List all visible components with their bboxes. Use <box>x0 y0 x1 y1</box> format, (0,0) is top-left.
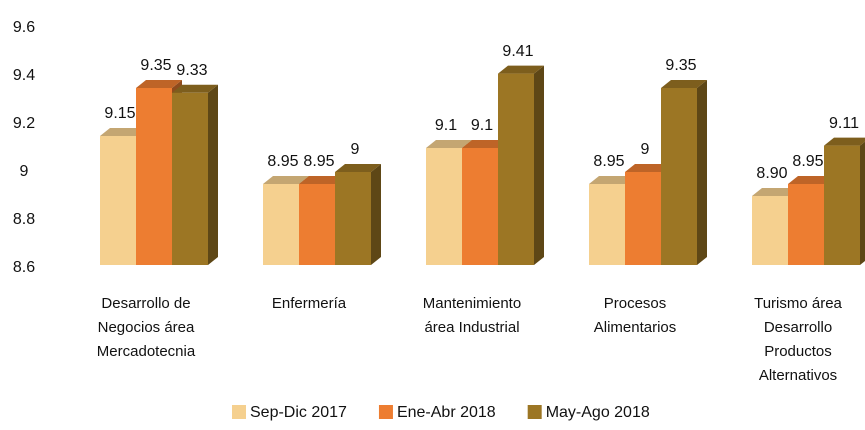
data-label: 9.15 <box>104 105 135 122</box>
data-label: 9 <box>641 141 650 158</box>
x-tick-label: Enfermería <box>271 295 347 312</box>
bar-side <box>860 141 865 265</box>
legend-swatch <box>378 405 393 419</box>
bar-top <box>788 176 834 184</box>
bar-top <box>661 80 707 88</box>
bar-top <box>299 176 345 184</box>
bar-front <box>498 73 534 265</box>
bar-front <box>100 136 136 265</box>
data-label: 9.41 <box>502 43 533 60</box>
bar-front <box>136 88 172 265</box>
data-label: 9.11 <box>829 115 859 132</box>
data-label: 9.35 <box>140 57 171 74</box>
bar-front <box>752 196 788 265</box>
bar-front <box>299 184 335 265</box>
bar-top <box>172 84 218 93</box>
bar-front <box>589 184 625 265</box>
bar-top <box>625 164 671 172</box>
y-tick-label: 9 <box>20 163 29 180</box>
bar <box>661 80 707 265</box>
bar-top <box>462 140 508 148</box>
legend-swatch <box>527 405 542 419</box>
bar-front <box>335 172 371 265</box>
bar-front <box>625 172 661 265</box>
bar-front <box>172 92 208 265</box>
bar-top <box>498 65 544 74</box>
legend-label: Sep-Dic 2017 <box>250 404 347 421</box>
data-label: 8.90 <box>756 165 787 182</box>
bar-top <box>752 188 798 196</box>
bar-side <box>371 164 381 265</box>
data-label: 8.95 <box>792 153 823 170</box>
legend-label: May-Ago 2018 <box>546 404 650 421</box>
bar <box>172 84 218 265</box>
y-tick-label: 9.2 <box>13 115 35 132</box>
data-label: 8.95 <box>593 153 624 170</box>
bar-top <box>589 176 635 184</box>
legend-swatch <box>232 405 246 419</box>
y-tick-label: 9.4 <box>13 67 35 84</box>
bar-top <box>824 137 865 146</box>
data-label: 9.35 <box>665 57 696 74</box>
data-label: 9 <box>351 141 360 158</box>
bar-front <box>426 148 462 265</box>
bar-side <box>208 84 218 265</box>
bar-front <box>263 184 299 265</box>
bar-side <box>534 65 544 265</box>
bar-top <box>100 128 146 136</box>
bar-top <box>426 140 472 148</box>
x-tick-label: Mantenimiento área Industrial <box>422 295 522 336</box>
bar-top <box>263 176 309 184</box>
bar-top <box>136 80 182 88</box>
bar <box>335 164 381 265</box>
x-tick-label: Desarrollo de Negocios área Mercadotecni… <box>96 295 196 360</box>
bar-front <box>462 148 498 265</box>
data-label: 9.33 <box>176 62 207 79</box>
bar-side <box>697 80 707 265</box>
bar <box>824 137 865 265</box>
data-label: 8.95 <box>303 153 334 170</box>
bar-front <box>824 145 860 265</box>
data-label: 8.95 <box>267 153 298 170</box>
bar-front <box>788 184 824 265</box>
x-tick-label: Turismo área Desarrollo Productos Altern… <box>754 295 842 384</box>
bar-front <box>661 88 697 265</box>
y-tick-label: 8.8 <box>13 211 35 228</box>
bar <box>498 65 544 265</box>
data-label: 9.1 <box>435 117 457 134</box>
legend-label: Ene-Abr 2018 <box>397 404 496 421</box>
bar-top <box>335 164 381 172</box>
y-tick-label: 9.6 <box>13 19 35 36</box>
x-tick-label: Procesos Alimentarios <box>593 295 677 336</box>
data-label: 9.1 <box>471 117 493 134</box>
y-tick-label: 8.6 <box>13 259 35 276</box>
